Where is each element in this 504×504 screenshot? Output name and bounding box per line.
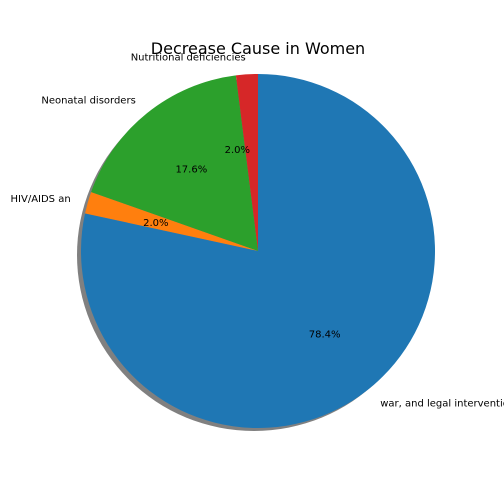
chart-title: Decrease Cause in Women [151,39,365,58]
pie-labels: Nutritional deficiencies 2.0% Neonatal dis… [11,53,504,410]
slice-percent-label: 17.6% [175,164,207,175]
slice-percent-label: 2.0% [225,145,250,156]
pie-slices [81,74,435,428]
slice-label: Neonatal disorders [41,95,135,106]
slice-percent-label: 2.0% [143,218,168,229]
slice-label: Nutritional deficiencies [131,53,246,64]
pie-slice [85,192,258,251]
pie-slice [81,74,435,428]
pie-slice [235,74,258,251]
slice-label: war, and legal intervention [380,399,504,410]
pie-slice [91,75,259,252]
slice-label: HIV/AIDS an [11,194,71,205]
slice-percent-label: 78.4% [309,330,341,341]
